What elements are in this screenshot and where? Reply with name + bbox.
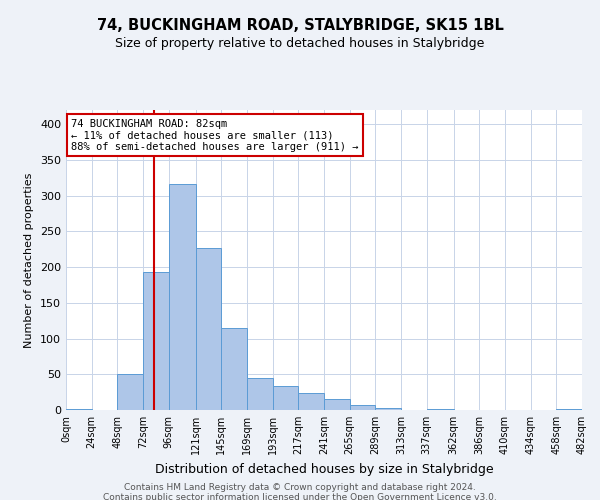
Bar bbox=[143, 272, 169, 410]
Bar bbox=[376, 408, 401, 410]
Text: 74, BUCKINGHAM ROAD, STALYBRIDGE, SK15 1BL: 74, BUCKINGHAM ROAD, STALYBRIDGE, SK15 1… bbox=[97, 18, 503, 32]
X-axis label: Distribution of detached houses by size in Stalybridge: Distribution of detached houses by size … bbox=[155, 462, 493, 475]
Bar bbox=[556, 408, 582, 410]
Text: 74 BUCKINGHAM ROAD: 82sqm
← 11% of detached houses are smaller (113)
88% of semi: 74 BUCKINGHAM ROAD: 82sqm ← 11% of detac… bbox=[71, 118, 359, 152]
Bar bbox=[272, 386, 298, 410]
Text: Size of property relative to detached houses in Stalybridge: Size of property relative to detached ho… bbox=[115, 38, 485, 51]
Bar bbox=[66, 408, 92, 410]
Bar bbox=[298, 393, 324, 410]
Bar bbox=[221, 328, 247, 410]
Bar bbox=[247, 378, 272, 410]
Bar bbox=[196, 248, 221, 410]
Text: Contains HM Land Registry data © Crown copyright and database right 2024.: Contains HM Land Registry data © Crown c… bbox=[124, 482, 476, 492]
Bar bbox=[350, 405, 376, 410]
Y-axis label: Number of detached properties: Number of detached properties bbox=[25, 172, 34, 348]
Bar bbox=[169, 184, 196, 410]
Text: Contains public sector information licensed under the Open Government Licence v3: Contains public sector information licen… bbox=[103, 492, 497, 500]
Bar bbox=[118, 374, 143, 410]
Bar bbox=[324, 400, 350, 410]
